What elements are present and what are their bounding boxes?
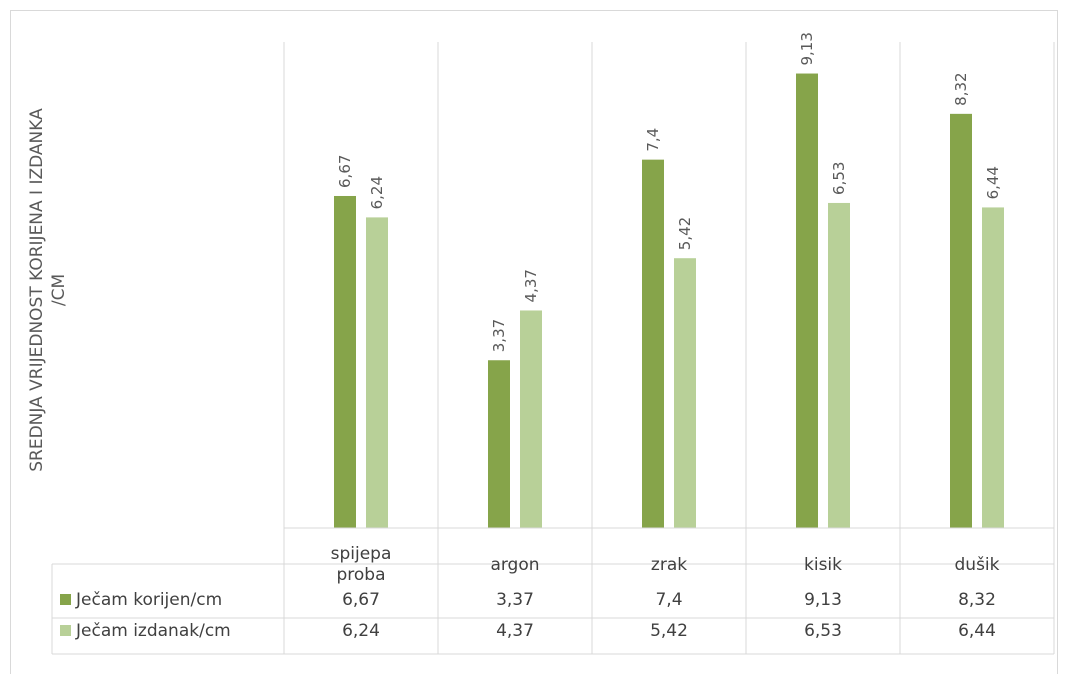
data-label: 5,42 [676, 217, 694, 250]
data-label: 6,67 [336, 155, 354, 188]
category-label: proba [336, 565, 385, 585]
chart-frame [10, 10, 1058, 674]
category-label: spijepa [331, 544, 392, 564]
table-cell: 7,4 [655, 590, 682, 610]
bar-0-4 [950, 113, 972, 529]
legend-swatch [60, 625, 71, 636]
category-label: argon [490, 555, 539, 575]
y-axis-label: SREDNJA VRIJEDNOST KORIJENA I IZDANKA/CM [27, 108, 69, 472]
legend-entry: Ječam izdanak/cm [75, 621, 231, 641]
bar-1-1 [520, 310, 542, 528]
table-cell: 6,53 [804, 621, 842, 641]
bar-1-2 [674, 258, 696, 528]
category-label: kisik [804, 555, 842, 575]
bar-1-4 [982, 207, 1004, 529]
bar-0-0 [334, 195, 356, 528]
data-labels: 6,67 3,37 7,4 9,13 8,32 6,24 4,37 5,42 6,53 6,44 [336, 32, 1002, 352]
category-label: dušik [955, 555, 1000, 575]
data-label: 6,24 [368, 176, 386, 209]
table-cell: 9,13 [804, 590, 842, 610]
data-label: 3,37 [490, 319, 508, 352]
table-cell: 5,42 [650, 621, 688, 641]
category-separators [51, 42, 1055, 654]
data-label: 9,13 [798, 32, 816, 65]
table-cell: 6,24 [342, 621, 380, 641]
bar-0-1 [488, 360, 510, 528]
bar-0-3 [796, 73, 818, 528]
table-cell: 8,32 [958, 590, 996, 610]
data-label: 6,44 [984, 166, 1002, 199]
y-axis-label-line: /CM [49, 274, 69, 306]
category-label: zrak [651, 555, 687, 575]
legend-swatch [60, 594, 71, 605]
data-label: 4,37 [522, 269, 540, 302]
table-cell: 6,44 [958, 621, 996, 641]
bar-1-0 [366, 217, 388, 529]
bar-0-2 [642, 159, 664, 528]
table-cell: 4,37 [496, 621, 534, 641]
bar-1-3 [828, 202, 850, 528]
table-cell: 6,67 [342, 590, 380, 610]
legend-entry: Ječam korijen/cm [75, 590, 222, 610]
table-cell: 3,37 [496, 590, 534, 610]
bars [334, 73, 1004, 529]
data-label: 6,53 [830, 162, 848, 195]
data-label: 7,4 [644, 128, 662, 152]
data-label: 8,32 [952, 72, 970, 105]
y-axis-label-line: SREDNJA VRIJEDNOST KORIJENA I IZDANKA [27, 108, 47, 472]
